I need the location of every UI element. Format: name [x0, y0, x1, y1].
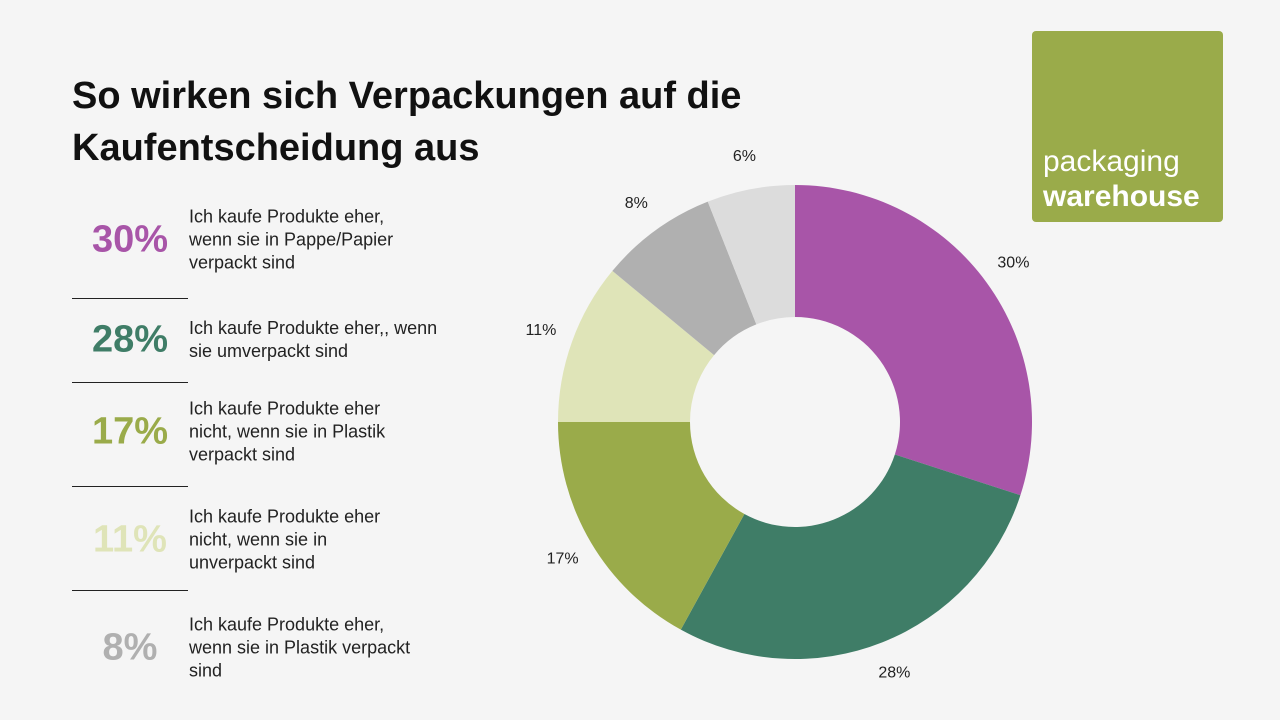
separator — [72, 298, 188, 299]
logo-line2: warehouse — [1042, 180, 1200, 213]
legend-text: Ich kaufe Produkte eher,, wenn sie umver… — [189, 318, 438, 361]
separator — [72, 590, 188, 591]
data-label: 30% — [997, 255, 1029, 272]
donut-slice — [707, 185, 795, 325]
chart-title: So wirken sich Verpackungen auf die Kauf… — [72, 75, 742, 169]
legend-value: 11% — [93, 518, 167, 561]
legend-text: Ich kaufe Produkte eher, wenn sie in Pap… — [189, 206, 394, 273]
separator — [72, 486, 188, 487]
data-label: 6% — [733, 148, 756, 165]
legend-value: 28% — [91, 318, 169, 361]
legend-text: Ich kaufe Produkte eher nicht, wenn sie … — [189, 506, 381, 573]
data-label: 8% — [625, 195, 648, 212]
data-label: 17% — [547, 551, 579, 568]
donut-slice — [558, 422, 745, 630]
legend-text: Ich kaufe Produkte eher, wenn sie in Pla… — [189, 614, 411, 681]
donut-slice — [612, 201, 757, 356]
logo-box — [1032, 31, 1223, 222]
donut-slice — [558, 270, 715, 422]
legend-value: 17% — [91, 410, 169, 453]
donut-slice — [680, 454, 1021, 659]
data-label: 28% — [878, 664, 910, 681]
logo-line1: packaging — [1043, 145, 1180, 178]
legend-value: 8% — [102, 626, 158, 669]
legend-text: Ich kaufe Produkte eher nicht, wenn sie … — [189, 398, 386, 465]
separator — [72, 382, 188, 383]
legend-value: 30% — [91, 218, 169, 261]
donut-slice — [795, 185, 1032, 496]
data-label: 11% — [526, 322, 557, 339]
